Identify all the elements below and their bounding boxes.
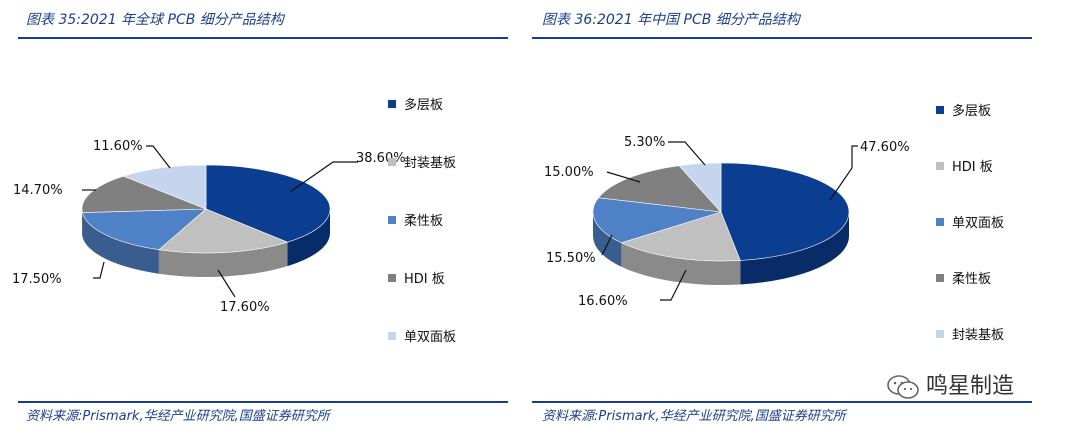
wechat-icon [887,375,919,399]
data-label: 17.50% [12,272,62,287]
data-label: 17.60% [220,300,270,315]
data-label: 38.60% [356,151,406,166]
chart-title-china: 图表 36:2021 年中国 PCB 细分产品结构 [542,12,800,28]
watermark-text: 鸣星制造 [926,374,1015,399]
pie-slice-2 [592,197,722,244]
source-rule [18,401,508,403]
legend-label: 单双面板 [404,330,456,345]
pie-slice-3 [81,175,207,213]
pie-slice-2 [82,208,207,251]
chart-source-global: 资料来源:Prismark,华经产业研究院,国盛证券研究所 [26,409,330,424]
pie-slice-1 [620,211,741,262]
title-rule [532,37,1032,39]
watermark: 鸣星制造 [886,368,1014,400]
legend-swatch [388,332,396,340]
leader-line [146,145,171,169]
pie-side-1 [158,242,288,277]
pie-slice-4 [122,164,207,210]
legend-label: 封装基板 [952,328,1004,343]
legend-label: 柔性板 [404,214,443,229]
legend-label: 柔性板 [952,272,991,287]
legend-swatch [388,100,396,108]
leader-line [660,269,687,301]
legend-label: 单双面板 [952,216,1004,231]
legend-swatch [936,162,944,170]
legend-label: 多层板 [952,103,991,119]
legend-swatch [936,218,944,226]
pie-side-0 [740,212,849,285]
chart-title-global: 图表 35:2021 年全球 PCB 细分产品结构 [26,12,284,28]
leader-line [93,261,105,279]
leader-line [217,269,236,298]
source-rule [532,401,1032,403]
chart-source-china: 资料来源:Prismark,华经产业研究院,国盛证券研究所 [542,409,846,424]
pie-slice-1 [158,208,289,254]
pie-slice-0 [205,164,331,243]
pie-chart-global: 38.60% 17.60% 17.50% 14.70% 11.60% 多层板封装基板柔性板… [12,97,456,345]
pie-side-2 [593,212,622,267]
legend-label: 多层板 [404,97,443,113]
legend-swatch [388,158,396,166]
chart-panel-global: 图表 35:2021 年全球 PCB 细分产品结构 38.60% 17.60% 17… [0,0,520,431]
value-labels: 47.60% 16.60% 15.50% 15.00% 5.30% [544,135,910,309]
data-label: 47.60% [860,140,910,155]
data-label: 11.60% [93,139,143,154]
pie-chart-china: 47.60% 16.60% 15.50% 15.00% 5.30% 多层板 HDI 板单双面… [544,103,1004,343]
title-rule [18,37,508,39]
data-label: 16.60% [578,294,628,309]
legend-label: HDI 板 [952,160,993,175]
value-labels: 38.60% 17.60% 17.50% 14.70% 11.60% [12,139,406,315]
legend-swatch [388,216,396,224]
pie-sides [82,209,330,277]
pie-slice-0 [720,162,850,261]
chart-panel-china: 图表 36:2021 年中国 PCB 细分产品结构 47.60% 16.60% 15… [532,0,1080,431]
legend-swatch [936,330,944,338]
leader-line [829,145,858,201]
data-label: 15.50% [546,251,596,266]
leader-line [606,171,641,183]
pie-slices [81,164,331,254]
leader-line [289,161,358,193]
data-label: 14.70% [13,183,63,198]
legend-swatch [388,274,396,282]
leader-line [601,234,613,256]
pie-slices [592,162,850,262]
data-label: 5.30% [624,135,665,150]
pie-side-2 [82,212,159,274]
legend-swatch [936,274,944,282]
legend-swatch [936,106,944,114]
leader-line [668,141,706,166]
data-label: 15.00% [544,165,594,180]
legend-label: 封装基板 [404,156,456,171]
pie-slice-4 [678,162,722,213]
legend-label: HDI 板 [404,272,445,287]
pie-side-0 [287,209,330,267]
